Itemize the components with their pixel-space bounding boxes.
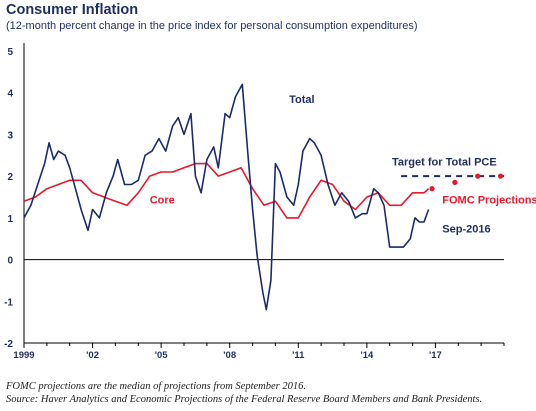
y-tick-label: 0 (7, 256, 13, 267)
y-axis-labels: -2 -1 0 1 2 3 4 5 (4, 47, 13, 350)
x-tick-label: '14 (360, 350, 374, 361)
chart-title: Consumer Inflation (6, 2, 139, 18)
annotation-label: Core (150, 194, 175, 206)
y-tick-label: 5 (7, 47, 13, 58)
footnote-source: Source: Haver Analytics and Economic Pro… (6, 394, 483, 405)
fomc-projection-dot (475, 173, 481, 179)
chart-axes (23, 43, 505, 348)
y-tick-label: -2 (4, 339, 13, 350)
fomc-projection-dot (452, 179, 458, 185)
x-tick-label: 1999 (13, 350, 34, 361)
x-axis-labels: 1999 '02 '05 '08 '11 '14 '17 (13, 350, 441, 361)
annotation-label: Sep-2016 (442, 223, 490, 235)
annotation-label: FOMC Projections (442, 194, 536, 206)
chart-lines (23, 83, 504, 311)
y-tick-label: 1 (7, 214, 13, 225)
x-tick-label: '11 (292, 350, 305, 361)
annotation-label: Total (289, 94, 314, 106)
fomc-projection-dot (429, 186, 435, 192)
chart-annotations: Total Core Target for Total PCE FOMC Projec… (150, 94, 536, 235)
footnote-projections: FOMC projections are the median of proje… (6, 381, 306, 392)
total-series-line (23, 83, 430, 311)
y-tick-label: -1 (4, 297, 13, 308)
chart-subtitle: (12-month percent change in the price in… (6, 20, 418, 32)
x-tick-label: '02 (86, 350, 99, 361)
x-tick-label: '17 (429, 350, 442, 361)
x-tick-label: '08 (223, 350, 236, 361)
inflation-chart: -2 -1 0 1 2 3 4 5 1999 '02 '05 '08 '11 '14 '17 Total C… (4, 43, 536, 361)
y-tick-label: 3 (7, 130, 13, 141)
annotation-label: Target for Total PCE (392, 157, 497, 169)
fomc-projection-dot (497, 173, 504, 179)
y-tick-label: 2 (7, 172, 13, 183)
core-series-line (23, 162, 430, 219)
x-tick-label: '05 (155, 350, 169, 361)
y-tick-label: 4 (7, 89, 13, 100)
